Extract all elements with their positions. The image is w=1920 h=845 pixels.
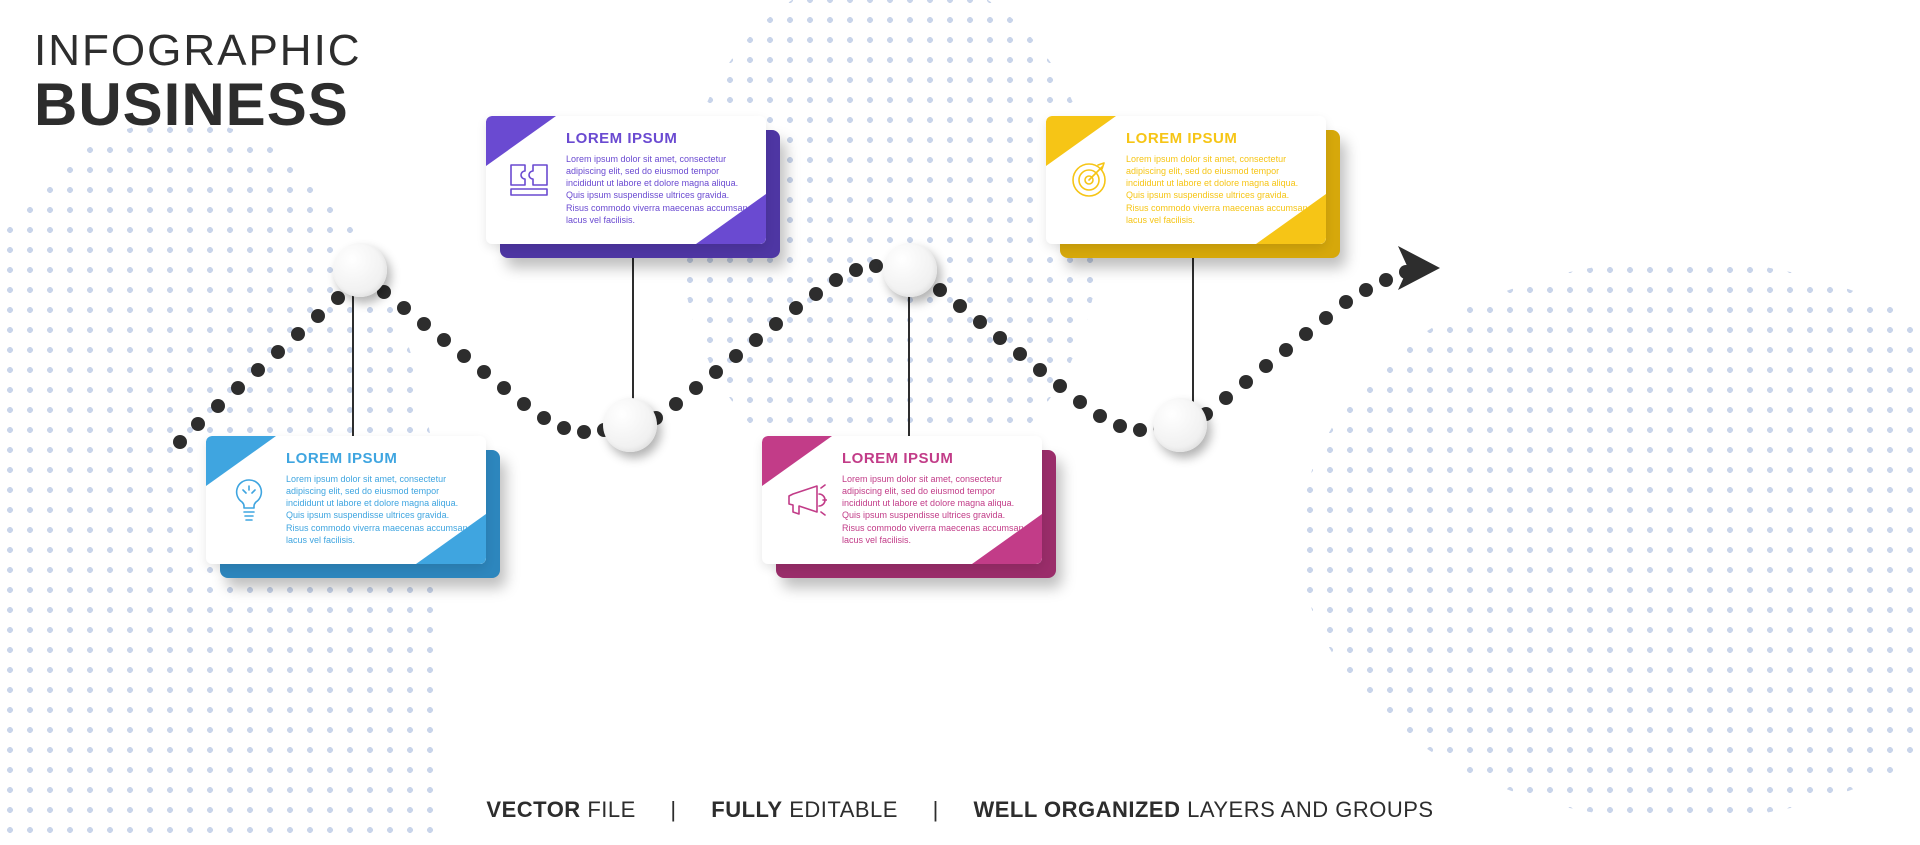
path-dot bbox=[669, 397, 683, 411]
path-dot bbox=[1299, 327, 1313, 341]
path-dot bbox=[749, 333, 763, 347]
path-dot bbox=[231, 381, 245, 395]
path-dot bbox=[191, 417, 205, 431]
card-2: LOREM IPSUM Lorem ipsum dolor sit amet, … bbox=[500, 130, 780, 258]
footer-sep-0: | bbox=[642, 797, 704, 822]
path-dot bbox=[1339, 295, 1353, 309]
path-dot bbox=[1073, 395, 1087, 409]
card-1-text: LOREM IPSUM Lorem ipsum dolor sit amet, … bbox=[276, 450, 468, 550]
path-dot bbox=[1379, 273, 1393, 287]
timeline-node-1 bbox=[333, 243, 387, 297]
timeline-stage bbox=[0, 0, 1920, 845]
card-4-text: LOREM IPSUM Lorem ipsum dolor sit amet, … bbox=[1116, 130, 1308, 230]
path-dot bbox=[1279, 343, 1293, 357]
card-4: LOREM IPSUM Lorem ipsum dolor sit amet, … bbox=[1060, 130, 1340, 258]
card-3-front: LOREM IPSUM Lorem ipsum dolor sit amet, … bbox=[762, 436, 1042, 564]
card-2-body: Lorem ipsum dolor sit amet, consectetur … bbox=[566, 153, 748, 226]
path-dot bbox=[1093, 409, 1107, 423]
card-3-text: LOREM IPSUM Lorem ipsum dolor sit amet, … bbox=[832, 450, 1024, 550]
footer-seg-1-strong: FULLY bbox=[711, 797, 782, 822]
timeline-node-2 bbox=[603, 398, 657, 452]
path-dot bbox=[1013, 347, 1027, 361]
path-dot bbox=[577, 425, 591, 439]
path-dot bbox=[311, 309, 325, 323]
path-dot bbox=[517, 397, 531, 411]
path-dot bbox=[477, 365, 491, 379]
path-dot bbox=[933, 283, 947, 297]
connector-line bbox=[1192, 258, 1194, 425]
bulb-icon bbox=[229, 476, 269, 524]
card-2-title: LOREM IPSUM bbox=[566, 130, 748, 147]
path-dot bbox=[709, 365, 723, 379]
path-dot bbox=[1113, 419, 1127, 433]
path-dot bbox=[417, 317, 431, 331]
card-1-title: LOREM IPSUM bbox=[286, 450, 468, 467]
path-dot bbox=[397, 301, 411, 315]
path-dot bbox=[537, 411, 551, 425]
target-icon bbox=[1068, 159, 1110, 201]
footer-seg-2-light: LAYERS AND GROUPS bbox=[1180, 797, 1433, 822]
footer-seg-1-light: EDITABLE bbox=[783, 797, 898, 822]
path-dot bbox=[557, 421, 571, 435]
path-dot bbox=[497, 381, 511, 395]
path-dot bbox=[993, 331, 1007, 345]
path-dot bbox=[211, 399, 225, 413]
footer-seg-2-strong: WELL ORGANIZED bbox=[973, 797, 1180, 822]
path-dot bbox=[729, 349, 743, 363]
card-3-title: LOREM IPSUM bbox=[842, 450, 1024, 467]
path-dot bbox=[689, 381, 703, 395]
path-dot bbox=[789, 301, 803, 315]
path-dot bbox=[1033, 363, 1047, 377]
puzzle-icon bbox=[507, 161, 551, 199]
path-dot bbox=[809, 287, 823, 301]
path-dot bbox=[271, 345, 285, 359]
footer-caption: VECTOR FILE | FULLY EDITABLE | WELL ORGA… bbox=[0, 797, 1920, 823]
timeline-node-4 bbox=[1153, 398, 1207, 452]
card-2-text: LOREM IPSUM Lorem ipsum dolor sit amet, … bbox=[556, 130, 748, 230]
footer-sep-1: | bbox=[905, 797, 967, 822]
path-dot bbox=[1133, 423, 1147, 437]
card-2-front: LOREM IPSUM Lorem ipsum dolor sit amet, … bbox=[486, 116, 766, 244]
path-dot bbox=[1359, 283, 1373, 297]
path-dot bbox=[829, 273, 843, 287]
path-dot bbox=[251, 363, 265, 377]
path-dot bbox=[437, 333, 451, 347]
card-1: LOREM IPSUM Lorem ipsum dolor sit amet, … bbox=[220, 450, 500, 578]
path-dot bbox=[457, 349, 471, 363]
card-1-front: LOREM IPSUM Lorem ipsum dolor sit amet, … bbox=[206, 436, 486, 564]
footer-seg-0-light: FILE bbox=[581, 797, 636, 822]
card-3: LOREM IPSUM Lorem ipsum dolor sit amet, … bbox=[776, 450, 1056, 578]
path-dot bbox=[1259, 359, 1273, 373]
path-dot bbox=[173, 435, 187, 449]
path-dot bbox=[973, 315, 987, 329]
timeline-node-3 bbox=[883, 243, 937, 297]
path-dot bbox=[1239, 375, 1253, 389]
path-dot bbox=[769, 317, 783, 331]
path-dot bbox=[953, 299, 967, 313]
path-dot bbox=[849, 263, 863, 277]
path-dot bbox=[291, 327, 305, 341]
path-dot bbox=[1219, 391, 1233, 405]
card-4-body: Lorem ipsum dolor sit amet, consectetur … bbox=[1126, 153, 1308, 226]
path-dot bbox=[1319, 311, 1333, 325]
card-4-front: LOREM IPSUM Lorem ipsum dolor sit amet, … bbox=[1046, 116, 1326, 244]
card-1-body: Lorem ipsum dolor sit amet, consectetur … bbox=[286, 473, 468, 546]
megaphone-icon bbox=[783, 480, 827, 520]
footer-seg-0-strong: VECTOR bbox=[486, 797, 580, 822]
path-dot bbox=[331, 291, 345, 305]
card-3-body: Lorem ipsum dolor sit amet, consectetur … bbox=[842, 473, 1024, 546]
card-4-title: LOREM IPSUM bbox=[1126, 130, 1308, 147]
path-dot bbox=[869, 259, 883, 273]
path-dot bbox=[1053, 379, 1067, 393]
